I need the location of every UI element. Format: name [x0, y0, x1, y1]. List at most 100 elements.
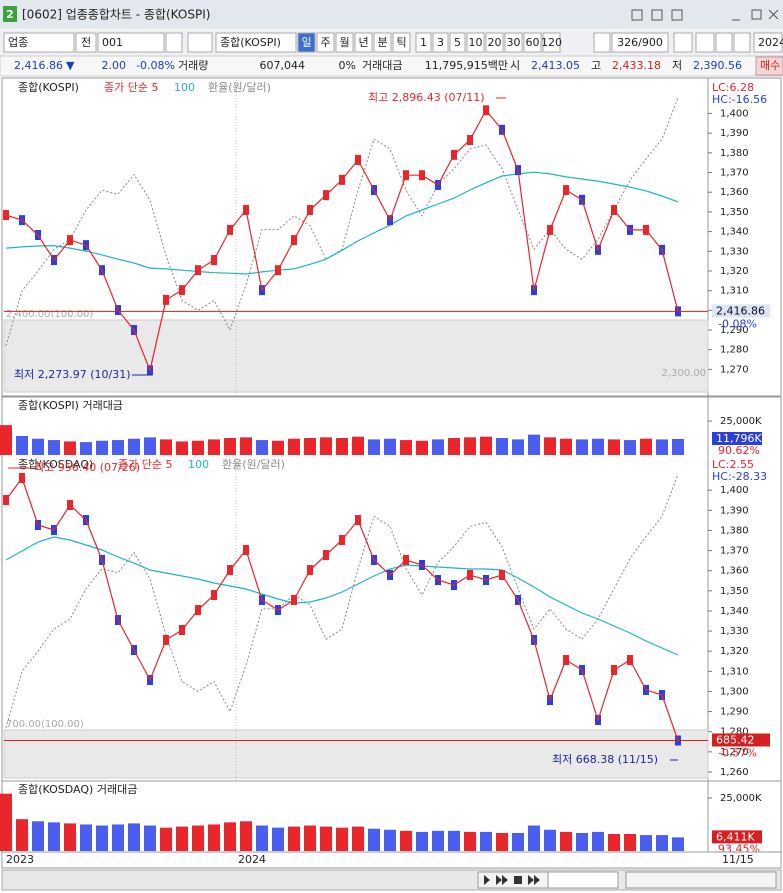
name-box[interactable]	[215, 32, 297, 53]
interval-box[interactable]	[485, 32, 504, 53]
volume-bar	[320, 437, 332, 455]
period[interactable]: 월	[339, 36, 349, 49]
window-buttons[interactable]	[631, 9, 779, 21]
interval[interactable]: 30	[507, 36, 521, 49]
quote-amount: 11,795,915백만	[425, 59, 508, 72]
quote-high: 2,433.18	[612, 59, 661, 72]
interval-box[interactable]	[415, 32, 432, 53]
period-box[interactable]	[373, 32, 392, 53]
volume-bar	[0, 793, 12, 851]
period[interactable]: 틱	[396, 36, 406, 49]
period[interactable]: 년	[358, 36, 368, 49]
interval-box[interactable]	[449, 32, 466, 53]
y2-tick-label: 1,330	[720, 246, 749, 257]
tool-box[interactable]	[673, 32, 693, 53]
volume-bar	[432, 830, 444, 851]
volume-bar	[240, 821, 252, 851]
interval[interactable]: 1	[420, 36, 427, 49]
quote-pct: -0.08%	[136, 59, 175, 72]
volume-bar	[480, 831, 492, 851]
period[interactable]: 주	[320, 36, 330, 49]
code[interactable]: 001	[102, 36, 123, 49]
period-box[interactable]	[297, 32, 316, 53]
interval-box[interactable]	[523, 32, 542, 53]
name[interactable]: 종합(KOSPI)	[220, 36, 281, 49]
y2-tick-label: 1,310	[720, 666, 749, 677]
volume-bar	[288, 826, 300, 851]
interval-box[interactable]	[504, 32, 523, 53]
volume-bar	[160, 439, 172, 455]
quote-high_label: 고	[591, 59, 601, 72]
y-tick-label: 25,000K	[720, 793, 762, 804]
volume-bar	[144, 437, 156, 455]
volume-bar	[48, 440, 60, 455]
volume-bar	[224, 438, 236, 455]
y2-tick-label: 1,350	[720, 207, 749, 218]
volume-bar	[176, 441, 188, 455]
lc-label: LC:2.55	[712, 458, 754, 471]
badge	[3, 6, 17, 22]
year[interactable]: 2024	[758, 36, 783, 49]
volume-bar	[192, 440, 204, 455]
legend-ma5: 종가 단순 5	[118, 458, 172, 471]
interval-box[interactable]	[466, 32, 485, 53]
period-box[interactable]	[354, 32, 373, 53]
scroll-controls[interactable]	[477, 871, 777, 889]
interval[interactable]: 10	[469, 36, 483, 49]
interval[interactable]: 3	[437, 36, 444, 49]
y2-tick-label: 1,360	[720, 566, 749, 577]
y2-tick-label: 1,400	[720, 485, 749, 496]
volume-bar	[448, 830, 460, 851]
volume-bar	[96, 825, 108, 851]
period-box[interactable]	[392, 32, 411, 53]
search-box[interactable]	[165, 32, 183, 53]
ref-label: 700.00(100.00)	[6, 719, 84, 730]
interval[interactable]: 120	[541, 36, 562, 49]
dropdown-box[interactable]	[593, 32, 611, 53]
tool-box[interactable]	[695, 32, 715, 53]
y2-tick-label: 1,280	[720, 727, 749, 738]
scope[interactable]: 전	[81, 36, 91, 49]
volume-bar	[640, 438, 652, 455]
buy-button[interactable]	[755, 56, 783, 76]
tool-box[interactable]	[715, 32, 733, 53]
last-price-label: 685.42	[716, 733, 755, 746]
quote-volume: 607,044	[260, 59, 306, 72]
volume-bar	[96, 440, 108, 455]
period[interactable]: 분	[377, 36, 387, 49]
interval[interactable]: 20	[488, 36, 502, 49]
volume-bar	[544, 829, 556, 851]
ma100-line	[5, 171, 679, 275]
code-box[interactable]	[97, 32, 165, 53]
interval[interactable]: 5	[454, 36, 461, 49]
last-price-box	[712, 304, 770, 318]
volume-bar	[192, 825, 204, 851]
hc-label: HC:-16.56	[712, 93, 767, 106]
ref-label: 2,400.00(100.00)	[6, 309, 93, 320]
period-box[interactable]	[316, 32, 335, 53]
price-line	[5, 109, 679, 373]
count-box[interactable]	[611, 32, 669, 53]
shaded-band	[3, 319, 709, 393]
y2-tick-label: 1,370	[720, 168, 749, 179]
interval-box[interactable]	[432, 32, 449, 53]
volume-bar	[656, 835, 668, 851]
interval[interactable]: 60	[526, 36, 540, 49]
year-box[interactable]	[753, 32, 783, 53]
volume-bar	[112, 440, 124, 455]
interval-box[interactable]	[542, 32, 561, 53]
count[interactable]: 326/900	[617, 36, 663, 49]
sound-box[interactable]	[187, 32, 213, 53]
tool-box[interactable]	[733, 32, 751, 53]
x-last-label: 11/15	[722, 853, 754, 866]
period[interactable]: 일	[301, 35, 311, 49]
volume-bar	[352, 436, 364, 455]
volume-bar	[32, 438, 44, 455]
y2-tick-label: 1,280	[720, 345, 749, 356]
scope-box[interactable]	[75, 32, 97, 53]
period-box[interactable]	[335, 32, 354, 53]
market-box[interactable]	[3, 32, 75, 53]
market[interactable]: 업종	[8, 36, 28, 49]
y2-tick-label: 1,260	[720, 767, 749, 778]
